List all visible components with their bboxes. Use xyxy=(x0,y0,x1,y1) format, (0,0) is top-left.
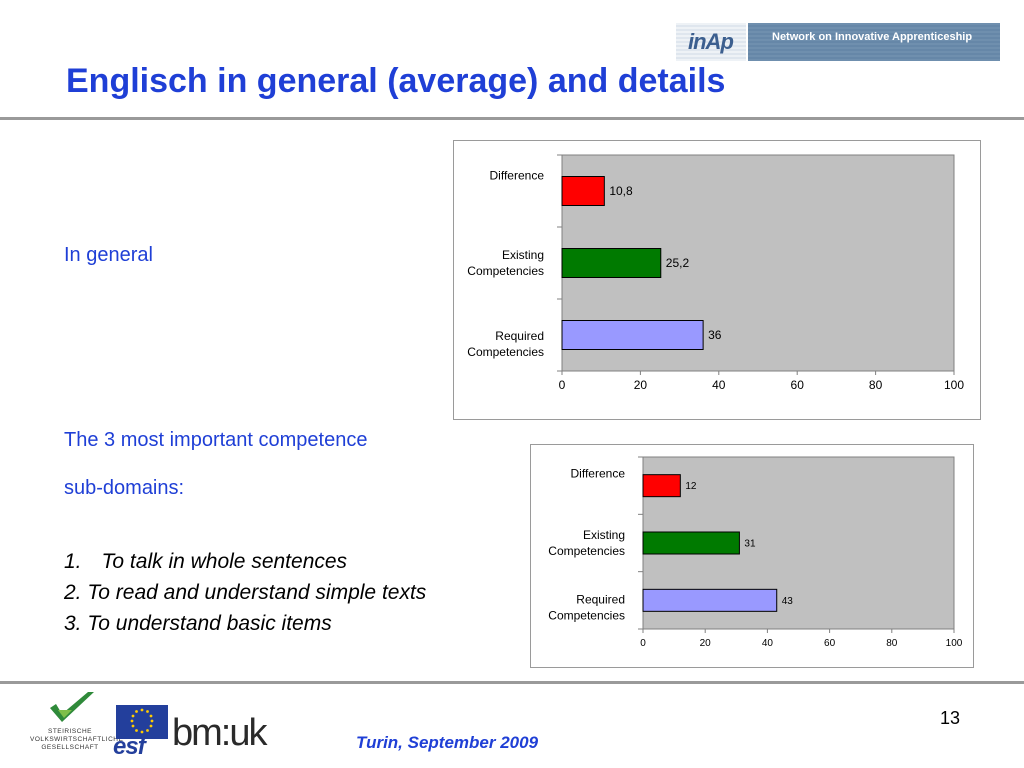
tick-label: 0 xyxy=(640,638,646,649)
eu-flag-icon xyxy=(116,705,168,739)
subdomains-heading-line1: The 3 most important competence xyxy=(64,429,368,451)
svg-logo-text: STEIRISCHE VOLKSWIRTSCHAFTLICHE GESELLSC… xyxy=(30,728,124,752)
svg-logo-line: VOLKSWIRTSCHAFTLICHE xyxy=(30,736,124,743)
category-label: Difference xyxy=(571,466,626,480)
bar xyxy=(561,320,704,350)
page-title: Englisch in general (average) and detail… xyxy=(66,62,726,100)
svg-logo-line: GESELLSCHAFT xyxy=(41,744,99,751)
svg-logo-line: STEIRISCHE xyxy=(47,728,92,735)
footer-date: Turin, September 2009 xyxy=(356,733,539,752)
list-item-number: 2. xyxy=(64,581,82,604)
list-item: 1. To talk in whole sentences xyxy=(64,550,347,574)
data-label: 31 xyxy=(744,539,756,550)
category-label: Existing xyxy=(583,528,625,542)
chart-subdomains: 12 Difference 31 Existing Competencies 43 Requ… xyxy=(530,444,974,668)
tick-label: 60 xyxy=(824,638,836,649)
category-label: Required xyxy=(495,329,544,343)
list-item-text: To understand basic items xyxy=(87,612,332,635)
tick-label: 80 xyxy=(886,638,898,649)
subdomains-heading-line2: sub-domains: xyxy=(64,477,185,499)
category-label: Existing xyxy=(502,248,544,262)
data-label: 43 xyxy=(782,596,794,607)
category-label: Difference xyxy=(490,168,545,182)
category-label: Competencies xyxy=(548,544,625,558)
tick-label: 20 xyxy=(700,638,712,649)
tick-label: 40 xyxy=(712,378,726,392)
network-banner-text: Network on Innovative Apprenticeship xyxy=(772,31,973,43)
list-item: 2. To read and understand simple texts xyxy=(64,581,426,605)
esf-logo-text: esf xyxy=(113,733,146,760)
inap-logo-text: inAp xyxy=(688,29,734,54)
tick-label: 100 xyxy=(946,638,963,649)
list-item-number: 1. xyxy=(64,550,82,573)
data-label: 10,8 xyxy=(609,184,633,198)
bottom-divider xyxy=(0,681,1024,684)
list-item-number: 3. xyxy=(64,612,82,635)
tick-label: 0 xyxy=(559,378,566,392)
chart-general-svg: 10,8 Difference 25,2 Existing Competencies 36… xyxy=(467,154,964,392)
inap-logo: inAp xyxy=(676,23,746,61)
category-label: Required xyxy=(576,592,625,606)
data-label: 36 xyxy=(708,328,722,342)
bar xyxy=(642,531,740,555)
tick-label: 100 xyxy=(944,378,964,392)
tick-label: 80 xyxy=(869,378,883,392)
list-item-text: To talk in whole sentences xyxy=(101,550,348,573)
chart-subdomains-svg: 12 Difference 31 Existing Competencies 43 Requ… xyxy=(548,456,963,649)
bar xyxy=(561,176,605,206)
bar xyxy=(561,248,662,278)
bar xyxy=(642,474,681,498)
category-label: Competencies xyxy=(467,345,544,359)
eu-stars-icon xyxy=(130,708,154,734)
category-label: Competencies xyxy=(467,264,544,278)
category-label: Competencies xyxy=(548,608,625,622)
list-item: 3. To understand basic items xyxy=(64,612,332,636)
page-number: 13 xyxy=(940,708,961,728)
network-banner: Network on Innovative Apprenticeship xyxy=(748,23,1000,61)
chart-general: 10,8 Difference 25,2 Existing Competencies 36… xyxy=(453,140,981,420)
checkmark-logo-icon xyxy=(50,692,94,722)
list-item-text: To read and understand simple texts xyxy=(87,581,427,604)
data-label: 25,2 xyxy=(666,256,690,270)
tick-label: 40 xyxy=(762,638,774,649)
tick-label: 60 xyxy=(791,378,805,392)
bmuk-logo-text: bm:uk xyxy=(172,712,267,754)
top-divider xyxy=(0,117,1024,120)
data-label: 12 xyxy=(685,481,697,492)
tick-label: 20 xyxy=(634,378,648,392)
in-general-label: In general xyxy=(64,244,153,266)
bar xyxy=(642,588,778,612)
